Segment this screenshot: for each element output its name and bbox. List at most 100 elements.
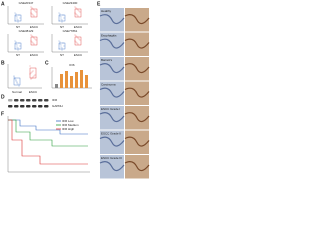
group-label: ESCC [29, 90, 38, 94]
dot [60, 44, 62, 46]
dot [59, 15, 61, 17]
dot [14, 40, 16, 42]
page: {"panels": { "a": {"label": "A", "plots"… [1, 0, 150, 179]
tissue-texture [124, 136, 150, 147]
dot [15, 13, 17, 15]
dot [17, 47, 19, 49]
dot [18, 85, 20, 87]
legend-label: IFI6 High [62, 127, 75, 131]
bar [85, 75, 88, 88]
dot [76, 42, 78, 44]
tissue-texture [99, 38, 125, 49]
dot [33, 15, 35, 17]
dot [15, 15, 17, 17]
row-label: Barrett's [101, 58, 113, 62]
band [32, 99, 37, 102]
dot [59, 13, 61, 15]
panel-label: E [97, 1, 101, 7]
dot [58, 20, 60, 22]
dot [13, 76, 15, 78]
row-label: Carcinoma [101, 82, 116, 86]
tissue-texture [124, 38, 150, 49]
dot [32, 42, 34, 44]
tissue-texture [99, 87, 125, 98]
dot [77, 15, 79, 17]
bar [65, 71, 68, 88]
plot-title: IFI6 [69, 63, 74, 67]
tissue-texture [99, 161, 125, 172]
dot [15, 79, 17, 81]
dot [76, 8, 78, 10]
tissue-texture [99, 136, 125, 147]
dot [30, 12, 32, 14]
dot [58, 48, 60, 50]
band [14, 105, 19, 108]
panel-label: C [45, 60, 49, 66]
dot [61, 19, 63, 21]
row-label: ESCC Grade I [101, 107, 120, 111]
axes [7, 34, 44, 53]
plot-title: GSE38129 [19, 29, 34, 33]
group-label: Normal [12, 90, 22, 94]
dot [76, 36, 78, 38]
dot [18, 42, 20, 44]
band [26, 105, 31, 108]
dot [63, 45, 65, 47]
dot [61, 21, 63, 23]
axes [7, 6, 44, 25]
dot [75, 7, 77, 9]
row-label: ESCC Grade III [101, 156, 122, 160]
dot [75, 41, 77, 43]
dot [62, 14, 64, 16]
row-label: Healthy [101, 9, 112, 13]
group-label: NT [16, 25, 20, 29]
bar [55, 84, 58, 88]
box [14, 14, 22, 22]
dot [29, 73, 31, 75]
dot [34, 38, 36, 40]
group-label: ESCC [74, 25, 83, 29]
tissue-texture [124, 161, 150, 172]
box [58, 42, 66, 50]
dot [16, 16, 18, 18]
axes [51, 34, 88, 53]
dot [19, 45, 21, 47]
band [38, 105, 43, 108]
dot [35, 11, 37, 13]
dot [75, 35, 77, 37]
dot [14, 20, 16, 22]
tissue-texture [124, 14, 150, 25]
dot [16, 18, 18, 20]
dot [75, 13, 77, 15]
legend-label: IFI6 Medium [62, 123, 79, 127]
band [38, 99, 43, 102]
group-label: NT [60, 25, 64, 29]
dot [17, 83, 19, 85]
dot [34, 10, 36, 12]
band [14, 99, 19, 102]
dot [77, 37, 79, 39]
bar [75, 72, 78, 88]
dot [31, 71, 33, 73]
dot [14, 78, 16, 80]
bar [60, 74, 63, 88]
dot [76, 14, 78, 16]
dot [17, 19, 19, 21]
dot [17, 21, 19, 23]
dot [31, 7, 33, 9]
tissue-texture [124, 87, 150, 98]
box [29, 67, 37, 79]
group-label: NT [60, 53, 64, 57]
dot [35, 39, 37, 41]
tissue-texture [124, 63, 150, 74]
panel-label: F [1, 111, 4, 117]
dot [16, 44, 18, 46]
band [44, 105, 49, 108]
panel-label: A [1, 1, 5, 7]
dot [30, 6, 32, 8]
axes [51, 6, 88, 25]
dot [14, 48, 16, 50]
row-label: IFI6 [52, 98, 57, 102]
row-label: Esophagitis [101, 33, 117, 37]
dot [58, 40, 60, 42]
